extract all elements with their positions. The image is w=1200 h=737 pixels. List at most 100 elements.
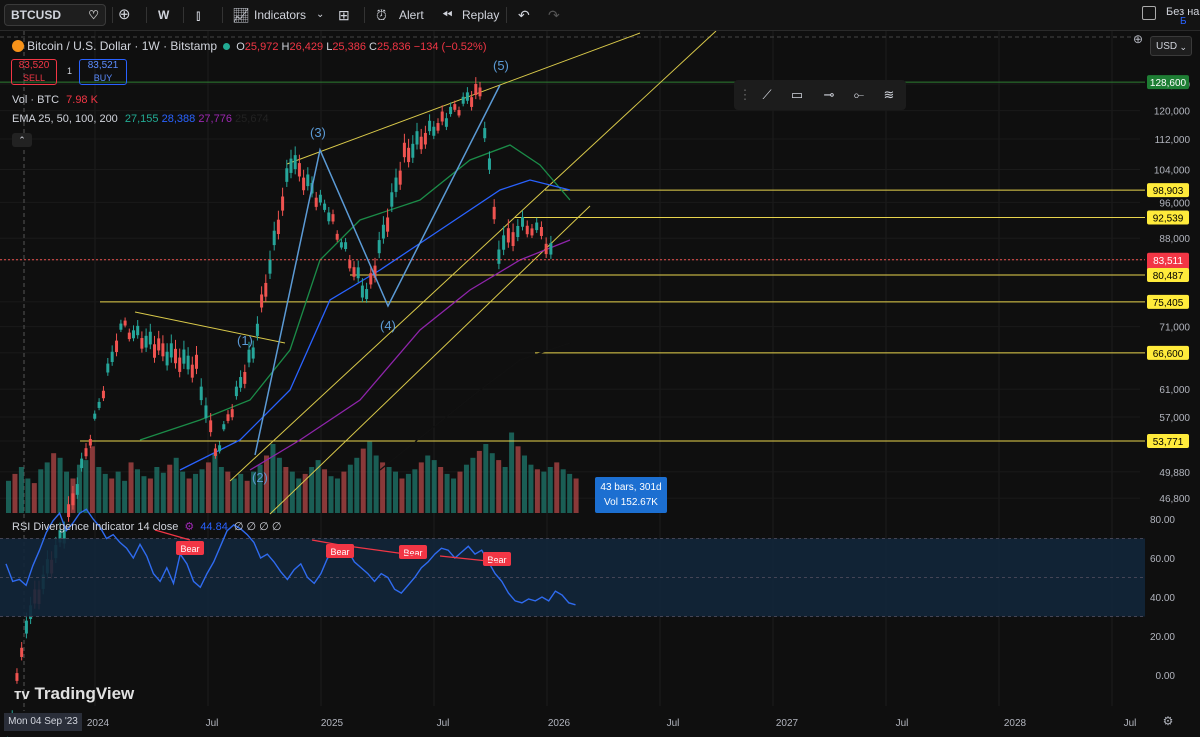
chart-area[interactable]: (1)(2)(3)(4)(5)128,000120,000112,000104,…: [0, 31, 1200, 737]
replay-button[interactable]: Replay: [462, 8, 500, 22]
drag-handle-icon[interactable]: ⋮: [738, 87, 752, 102]
candle-body: [268, 259, 272, 274]
checkbox-icon[interactable]: [1142, 6, 1156, 20]
symbol-legend: Bitcoin / U.S. Dollar · 1W · Bitstamp O2…: [12, 39, 486, 53]
candle-body: [71, 493, 75, 506]
legend-title: Bitcoin / U.S. Dollar · 1W · Bitstamp: [27, 39, 218, 53]
buy-button[interactable]: 83,521 BUY: [79, 59, 127, 85]
time-axis-label: Jul: [896, 718, 909, 729]
bear-label: Bear: [403, 548, 422, 558]
candle-body: [24, 620, 28, 634]
rsi-value: 44.84: [200, 521, 228, 533]
volume-bar: [457, 471, 463, 513]
volume-bar: [418, 462, 424, 513]
divergence-line: [154, 529, 191, 541]
volume-bar: [334, 478, 340, 513]
candle-body: [140, 338, 144, 349]
price-axis-tick: 49,880: [1159, 468, 1190, 479]
price-axis-label: 75,405: [1153, 298, 1184, 309]
candle-body: [80, 458, 84, 469]
candle-body: [144, 335, 148, 348]
candle-body: [218, 445, 222, 452]
candle-body: [539, 226, 543, 236]
candle-body: [356, 267, 360, 279]
candle-body: [415, 131, 419, 145]
redo-icon[interactable]: ↷: [548, 7, 560, 23]
replay-icon[interactable]: ⏪︎: [442, 7, 453, 22]
price-axis-label: 98,903: [1153, 186, 1184, 197]
rsi-label: RSI Divergence Indicator 14 close: [12, 521, 179, 533]
time-axis-label: Jul: [206, 718, 219, 729]
candle-body: [157, 338, 161, 351]
indicators-button[interactable]: Indicators: [254, 8, 307, 22]
candle-body: [318, 194, 322, 203]
horizontal-line-icon[interactable]: ⟜: [853, 87, 865, 102]
volume-bar: [141, 476, 147, 513]
fib-tool-icon[interactable]: ≋: [883, 87, 895, 102]
candle-body: [377, 240, 381, 254]
horizontal-ray-icon[interactable]: ⊸: [823, 87, 835, 102]
candle-body: [127, 332, 131, 340]
volume-bar: [251, 471, 257, 513]
candle-body: [186, 355, 190, 370]
chart-canvas[interactable]: (1)(2)(3)(4)(5)128,000120,000112,000104,…: [0, 31, 1200, 737]
undo-icon[interactable]: ↶: [518, 7, 530, 23]
volume-bar: [115, 471, 121, 513]
rectangle-icon[interactable]: ▭: [790, 87, 804, 102]
currency-button[interactable]: USD ⌄: [1150, 36, 1192, 56]
sell-button[interactable]: 83,520 SELL: [11, 59, 57, 85]
time-axis-label: Jul: [1124, 718, 1137, 729]
open-label: O: [236, 41, 245, 53]
candle-body: [234, 386, 238, 397]
sell-price: 83,520: [18, 60, 50, 71]
volume-bar: [238, 473, 244, 513]
ema200-line: [379, 342, 571, 471]
candle-body: [204, 405, 208, 419]
symbol-search-button[interactable]: BTCUSD ♡: [4, 4, 106, 26]
rsi-axis-tick: 40.00: [1150, 593, 1175, 604]
rsi-null-values: ∅ ∅ ∅ ∅: [233, 521, 282, 533]
chevron-down-icon[interactable]: ⌄: [316, 9, 325, 20]
candle-body: [84, 448, 88, 457]
low-label: L: [326, 41, 333, 53]
time-axis-label: 2026: [548, 718, 571, 729]
candle-body: [199, 386, 203, 401]
candle-body: [487, 158, 491, 170]
alert-icon[interactable]: ⏰︎: [376, 7, 387, 23]
ema100-value: 27,776: [198, 113, 232, 125]
candle-body: [457, 110, 461, 116]
candle-body: [390, 192, 394, 207]
candle-body: [352, 267, 356, 277]
volume-bar: [276, 457, 282, 513]
buy-label: BUY: [93, 73, 113, 83]
candle-body: [222, 424, 226, 430]
price-axis-label-box: [1147, 345, 1189, 360]
legend-collapse-icon[interactable]: ⌃: [12, 133, 32, 147]
candle-body: [281, 196, 285, 211]
high-label: H: [281, 41, 290, 53]
candle-body: [365, 289, 369, 300]
candle-style-icon[interactable]: ⫾: [196, 7, 201, 23]
price-axis-label-box: [1147, 267, 1189, 282]
ema-label: EMA 25, 50, 100, 200: [12, 113, 118, 125]
rsi-settings-icon[interactable]: ⚙︎: [184, 521, 195, 533]
price-axis-label: 92,539: [1153, 214, 1184, 225]
candle-body: [195, 354, 198, 369]
price-axis-tick: 61,000: [1159, 385, 1190, 396]
price-axis-label-box: [1147, 183, 1189, 198]
layouts-icon[interactable]: ⊞: [338, 7, 350, 23]
candle-body: [323, 203, 327, 210]
interval-button[interactable]: W: [158, 8, 170, 22]
scale-add-icon: ⊕: [1133, 32, 1143, 46]
candle-body: [15, 673, 19, 681]
add-symbol-icon[interactable]: ⊕: [118, 6, 131, 23]
candle-body: [360, 285, 364, 298]
rsi-axis-tick: 20.00: [1150, 632, 1175, 643]
trend-line-icon[interactable]: ⟋: [762, 87, 772, 102]
alert-button[interactable]: Alert: [399, 8, 424, 22]
drawing-toolbar: ⋮ ⟋ ▭ ⊸ ⟜ ≋: [734, 80, 906, 110]
indicators-icon[interactable]: 📈︎: [232, 7, 250, 23]
volume-bar: [399, 478, 405, 513]
candle-body: [285, 168, 289, 182]
volume-bar: [463, 464, 469, 513]
